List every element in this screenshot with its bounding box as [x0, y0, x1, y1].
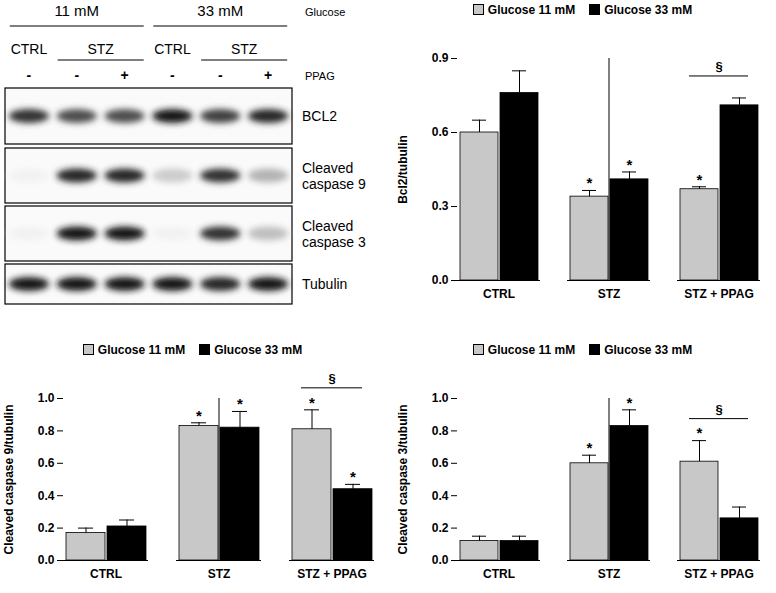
svg-text:0.2: 0.2 — [38, 521, 55, 535]
svg-text:*: * — [587, 439, 593, 456]
svg-text:STZ: STZ — [598, 287, 621, 301]
svg-text:0.8: 0.8 — [432, 424, 449, 438]
svg-text:0.0: 0.0 — [432, 273, 449, 287]
svg-text:*: * — [627, 156, 633, 173]
svg-text:§: § — [328, 371, 335, 386]
html-text:Glucose 33 mM: Glucose 33 mM — [604, 3, 693, 17]
svg-text:*: * — [697, 171, 703, 188]
svg-text:+: + — [264, 67, 272, 83]
svg-text:caspase 9: caspase 9 — [302, 176, 366, 192]
svg-text:caspase 3: caspase 3 — [302, 234, 366, 250]
svg-text:STZ: STZ — [231, 41, 258, 57]
svg-text:*: * — [587, 174, 593, 191]
svg-text:0.3: 0.3 — [432, 199, 449, 213]
svg-text:STZ + PPAG: STZ + PPAG — [684, 567, 753, 581]
svg-text:11 mM: 11 mM — [54, 2, 99, 19]
svg-text:0.6: 0.6 — [432, 125, 449, 139]
svg-text:-: - — [27, 67, 32, 83]
svg-text:CTRL: CTRL — [154, 41, 191, 57]
html-text:Glucose 33 mM: Glucose 33 mM — [604, 343, 693, 357]
svg-text:1.0: 1.0 — [432, 391, 449, 405]
svg-text:0.4: 0.4 — [432, 489, 449, 503]
svg-text:Bcl2/tubulin: Bcl2/tubulin — [396, 135, 410, 204]
svg-text:+: + — [120, 67, 128, 83]
svg-text:Glucose: Glucose — [305, 6, 345, 18]
svg-text:STZ: STZ — [87, 41, 114, 57]
svg-text:STZ: STZ — [208, 567, 231, 581]
svg-text:CTRL: CTRL — [483, 287, 515, 301]
svg-text:0.8: 0.8 — [38, 424, 55, 438]
svg-text:§: § — [715, 402, 722, 417]
svg-text:*: * — [309, 394, 315, 411]
svg-text:Cleaved caspase 3/tubulin: Cleaved caspase 3/tubulin — [396, 404, 410, 554]
svg-text:*: * — [237, 395, 243, 412]
svg-text:0.4: 0.4 — [38, 489, 55, 503]
svg-text:0.2: 0.2 — [432, 521, 449, 535]
html-text:Glucose 11 mM: Glucose 11 mM — [487, 3, 576, 17]
svg-text:*: * — [196, 407, 202, 424]
svg-text:0.0: 0.0 — [432, 553, 449, 567]
svg-text:0.0: 0.0 — [38, 553, 55, 567]
svg-text:BCL2: BCL2 — [302, 108, 337, 124]
svg-text:0.6: 0.6 — [432, 456, 449, 470]
svg-text:STZ + PPAG: STZ + PPAG — [297, 567, 366, 581]
svg-text:-: - — [170, 67, 175, 83]
html-text:Glucose 11 mM: Glucose 11 mM — [487, 343, 576, 357]
svg-text:0.6: 0.6 — [38, 456, 55, 470]
svg-text:*: * — [697, 424, 703, 441]
svg-text:CTRL: CTRL — [483, 567, 515, 581]
svg-text:CTRL: CTRL — [90, 567, 122, 581]
svg-text:*: * — [627, 394, 633, 411]
svg-text:CTRL: CTRL — [11, 41, 48, 57]
svg-text:1.0: 1.0 — [38, 391, 55, 405]
svg-text:Cleaved: Cleaved — [302, 218, 353, 234]
svg-text:§: § — [715, 59, 722, 74]
svg-text:0.9: 0.9 — [432, 51, 449, 65]
html-text:Glucose 33 mM: Glucose 33 mM — [214, 343, 303, 357]
svg-text:Tubulin: Tubulin — [302, 276, 347, 292]
svg-text:*: * — [350, 468, 356, 485]
svg-text:33 mM: 33 mM — [197, 2, 243, 19]
svg-text:STZ: STZ — [598, 567, 621, 581]
svg-text:-: - — [74, 67, 79, 83]
svg-text:Cleaved: Cleaved — [302, 160, 353, 176]
html-text:Glucose 11 mM: Glucose 11 mM — [97, 343, 186, 357]
svg-text:-: - — [218, 67, 223, 83]
svg-text:Cleaved caspase 9/tubulin: Cleaved caspase 9/tubulin — [2, 404, 16, 554]
svg-text:PPAG: PPAG — [305, 70, 335, 82]
svg-text:STZ + PPAG: STZ + PPAG — [684, 287, 753, 301]
